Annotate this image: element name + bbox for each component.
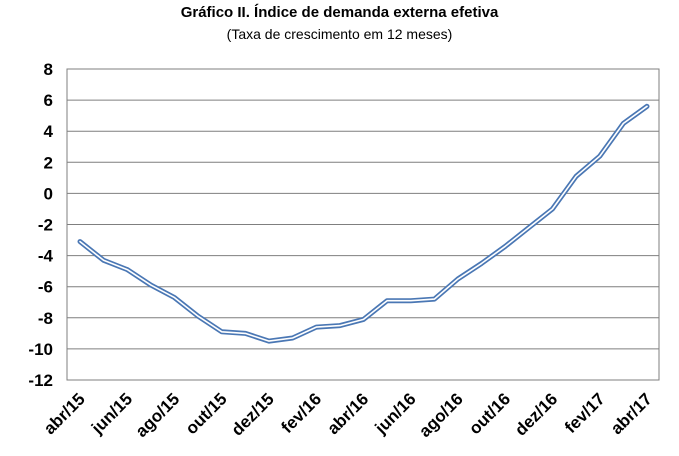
data-point bbox=[243, 331, 248, 336]
data-point bbox=[148, 283, 153, 288]
y-tick-label: -6 bbox=[38, 278, 53, 297]
data-point bbox=[314, 325, 319, 330]
data-point bbox=[290, 336, 295, 341]
y-tick-label: -10 bbox=[28, 340, 53, 359]
data-point bbox=[503, 244, 508, 249]
data-point bbox=[432, 297, 437, 302]
y-tick-label: -8 bbox=[38, 309, 53, 328]
x-tick-label: jun/15 bbox=[87, 389, 136, 438]
x-tick-label: ago/15 bbox=[132, 389, 184, 441]
data-point bbox=[456, 276, 461, 281]
x-tick-label: fev/16 bbox=[278, 389, 326, 437]
y-tick-label: -12 bbox=[28, 371, 53, 390]
data-point bbox=[385, 298, 390, 303]
gridlines bbox=[67, 68, 659, 381]
data-point bbox=[621, 121, 626, 126]
x-tick-label: abr/16 bbox=[323, 389, 372, 438]
data-point bbox=[101, 258, 106, 263]
x-tick-label: jun/16 bbox=[371, 389, 420, 438]
data-point bbox=[526, 225, 531, 230]
x-tick-label: fev/17 bbox=[561, 389, 609, 437]
x-tick-label: abr/17 bbox=[607, 389, 656, 438]
chart-title: Gráfico II. Índice de demanda externa ef… bbox=[180, 4, 499, 21]
x-tick-label: out/16 bbox=[465, 389, 514, 438]
y-tick-label: 8 bbox=[44, 60, 53, 79]
data-point bbox=[479, 261, 484, 266]
series-line-highlight bbox=[79, 105, 648, 342]
data-point bbox=[337, 323, 342, 328]
series-line bbox=[77, 103, 650, 344]
data-point bbox=[550, 206, 555, 211]
data-point bbox=[267, 339, 272, 344]
data-point bbox=[125, 267, 130, 272]
plot-area bbox=[66, 68, 660, 381]
series-group bbox=[77, 103, 650, 344]
y-tick-label: 4 bbox=[44, 122, 54, 141]
data-point bbox=[645, 104, 650, 109]
x-tick-label: out/15 bbox=[182, 389, 231, 438]
data-point bbox=[196, 314, 201, 319]
y-tick-label: 0 bbox=[44, 184, 53, 203]
x-tick-label: dez/15 bbox=[228, 389, 278, 439]
data-point bbox=[219, 329, 224, 334]
y-tick-label: 6 bbox=[44, 91, 53, 110]
y-axis: 8 6 4 2 0 -2 -4 -6 -8 -10 -12 bbox=[28, 60, 53, 390]
data-point bbox=[361, 317, 366, 322]
x-tick-label: abr/15 bbox=[40, 389, 89, 438]
y-tick-label: 2 bbox=[44, 153, 53, 172]
data-point bbox=[597, 154, 602, 159]
x-tick-label: dez/16 bbox=[511, 389, 561, 439]
y-tick-label: -2 bbox=[38, 216, 53, 235]
chart-subtitle: (Taxa de crescimento em 12 meses) bbox=[226, 26, 453, 42]
y-tick-label: -4 bbox=[38, 247, 54, 266]
data-point bbox=[408, 298, 413, 303]
data-point bbox=[78, 239, 83, 244]
data-point bbox=[172, 295, 177, 300]
x-tick-label: ago/16 bbox=[415, 389, 467, 441]
data-point bbox=[574, 174, 579, 179]
